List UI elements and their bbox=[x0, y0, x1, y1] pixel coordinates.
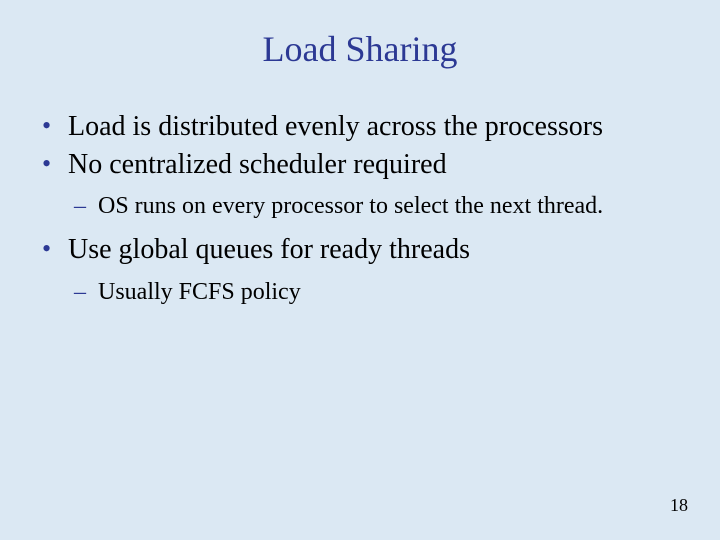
slide-title: Load Sharing bbox=[30, 28, 690, 70]
bullet-text: No centralized scheduler required bbox=[68, 149, 447, 180]
bullet-list: Load is distributed evenly across the pr… bbox=[36, 110, 690, 307]
bullet-item: Use global queues for ready threads Usua… bbox=[36, 233, 690, 307]
bullet-text: Use global queues for ready threads bbox=[68, 234, 470, 265]
bullet-text: Load is distributed evenly across the pr… bbox=[68, 111, 603, 142]
page-number: 18 bbox=[670, 495, 688, 516]
sub-bullet-list: Usually FCFS policy bbox=[74, 277, 690, 307]
bullet-item: No centralized scheduler required OS run… bbox=[36, 148, 690, 222]
sub-bullet-item: Usually FCFS policy bbox=[74, 277, 690, 307]
bullet-item: Load is distributed evenly across the pr… bbox=[36, 110, 690, 144]
sub-bullet-text: OS runs on every processor to select the… bbox=[98, 193, 603, 219]
sub-bullet-text: Usually FCFS policy bbox=[98, 279, 301, 305]
sub-bullet-list: OS runs on every processor to select the… bbox=[74, 191, 690, 221]
sub-bullet-item: OS runs on every processor to select the… bbox=[74, 191, 690, 221]
slide: Load Sharing Load is distributed evenly … bbox=[0, 0, 720, 540]
